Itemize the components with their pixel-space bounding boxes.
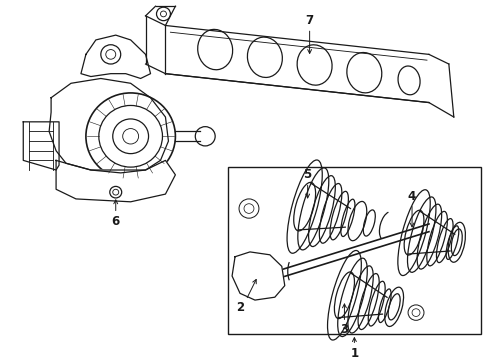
Polygon shape (56, 160, 175, 202)
Text: 2: 2 (236, 301, 244, 314)
Bar (228, 167, 481, 334)
Polygon shape (81, 35, 150, 78)
Polygon shape (49, 78, 169, 173)
Text: 4: 4 (408, 189, 416, 203)
Text: 7: 7 (306, 14, 314, 27)
Text: 5: 5 (303, 168, 312, 181)
Text: 6: 6 (112, 215, 120, 228)
Polygon shape (232, 252, 285, 300)
Polygon shape (23, 122, 59, 170)
Text: 1: 1 (350, 347, 359, 360)
Text: 3: 3 (341, 323, 348, 337)
